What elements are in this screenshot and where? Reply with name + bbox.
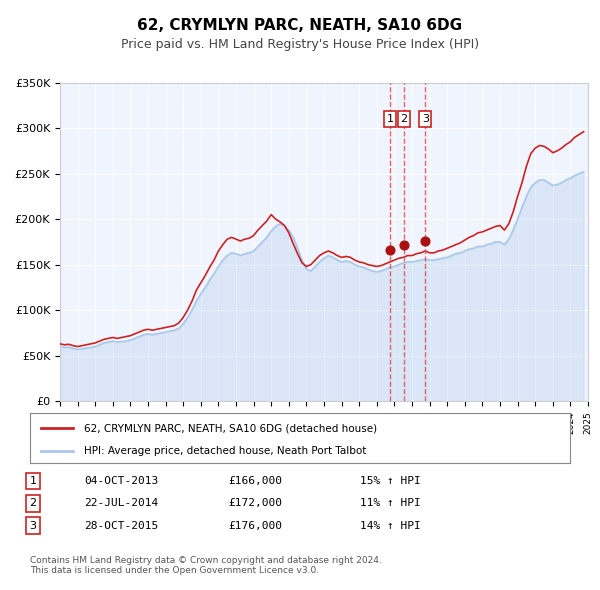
Text: £172,000: £172,000 [228, 499, 282, 508]
Text: HPI: Average price, detached house, Neath Port Talbot: HPI: Average price, detached house, Neat… [84, 445, 367, 455]
Text: Contains HM Land Registry data © Crown copyright and database right 2024.
This d: Contains HM Land Registry data © Crown c… [30, 556, 382, 575]
Text: 2: 2 [29, 499, 37, 508]
Text: 1: 1 [386, 114, 394, 124]
Text: £176,000: £176,000 [228, 521, 282, 530]
Text: 11% ↑ HPI: 11% ↑ HPI [360, 499, 421, 508]
Text: 62, CRYMLYN PARC, NEATH, SA10 6DG: 62, CRYMLYN PARC, NEATH, SA10 6DG [137, 18, 463, 32]
Text: 1: 1 [29, 476, 37, 486]
Text: 14% ↑ HPI: 14% ↑ HPI [360, 521, 421, 530]
Text: £166,000: £166,000 [228, 476, 282, 486]
Text: 2: 2 [400, 114, 407, 124]
Text: 22-JUL-2014: 22-JUL-2014 [84, 499, 158, 508]
Text: 62, CRYMLYN PARC, NEATH, SA10 6DG (detached house): 62, CRYMLYN PARC, NEATH, SA10 6DG (detac… [84, 423, 377, 433]
Text: Price paid vs. HM Land Registry's House Price Index (HPI): Price paid vs. HM Land Registry's House … [121, 38, 479, 51]
Text: 28-OCT-2015: 28-OCT-2015 [84, 521, 158, 530]
Text: 15% ↑ HPI: 15% ↑ HPI [360, 476, 421, 486]
Text: 3: 3 [422, 114, 429, 124]
Point [399, 240, 409, 250]
Text: 3: 3 [29, 521, 37, 530]
Text: 04-OCT-2013: 04-OCT-2013 [84, 476, 158, 486]
Point [385, 245, 395, 255]
Point [421, 236, 430, 245]
